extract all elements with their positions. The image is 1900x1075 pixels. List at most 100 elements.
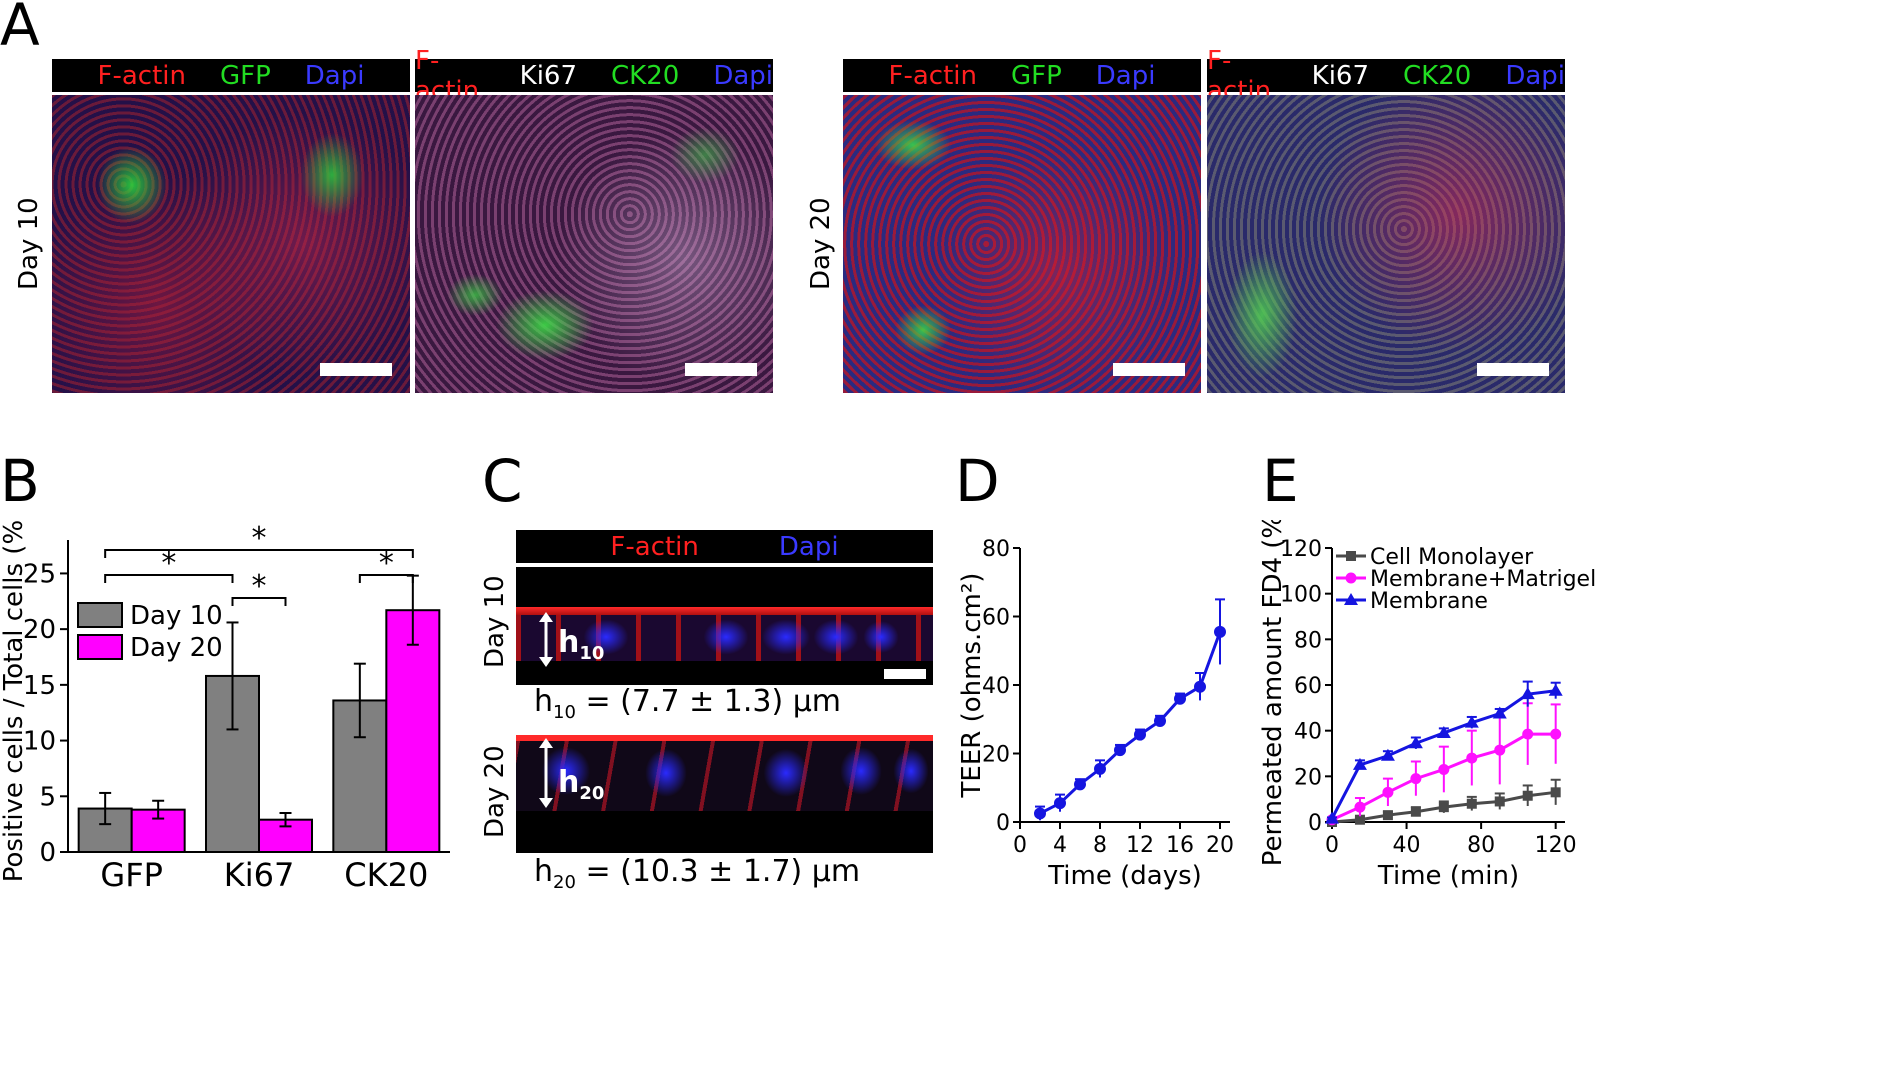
cross-section-day20 xyxy=(516,735,933,853)
legend-marker xyxy=(1346,551,1356,561)
x-axis-label: Time (min) xyxy=(1377,861,1519,891)
y-tick-label: 60 xyxy=(1294,674,1322,699)
panel-c-header: F-actin Dapi xyxy=(516,530,933,563)
significance-star: * xyxy=(252,521,267,556)
data-point xyxy=(1492,706,1507,719)
panel-e-line-chart: 0 20 40 60 80 100 120 0 40 80 120 Time (min) Permeat… xyxy=(1258,520,1596,891)
micrograph-day20-ki67 xyxy=(1207,95,1565,393)
y-axis-label: TEER (ohms.cm²) xyxy=(957,573,987,799)
y-tick-label: 60 xyxy=(982,606,1010,631)
x-tick-label: Ki67 xyxy=(224,856,295,894)
data-point xyxy=(1464,715,1479,728)
x-tick-label: 20 xyxy=(1206,833,1234,858)
channel-label-dapi: Dapi xyxy=(713,60,773,91)
panel-a-header-day20-gfp: F-actin GFP Dapi xyxy=(843,59,1201,92)
data-point xyxy=(1438,802,1449,813)
h20-marker-label: h20 xyxy=(558,765,605,804)
x-tick-label: 12 xyxy=(1126,833,1154,858)
x-tick-label: 0 xyxy=(1013,833,1027,858)
channel-label-ck20: CK20 xyxy=(611,60,680,91)
legend-label: Day 10 xyxy=(130,601,223,631)
data-point xyxy=(1550,787,1561,798)
data-point xyxy=(1114,744,1126,757)
series-line xyxy=(1039,631,1222,815)
y-tick-label: 0 xyxy=(996,811,1010,836)
data-point xyxy=(1438,763,1450,775)
data-point xyxy=(1522,790,1533,801)
bar xyxy=(385,609,441,853)
channel-label-f-actin: F-actin xyxy=(610,531,699,562)
channel-label-dapi: Dapi xyxy=(1505,60,1565,91)
legend-label: Membrane+Matrigel xyxy=(1370,567,1596,592)
data-point xyxy=(1352,757,1367,770)
data-point xyxy=(1194,680,1206,693)
row-label-day10: Day 10 xyxy=(14,197,44,290)
scale-bar xyxy=(1477,363,1549,376)
data-point xyxy=(1550,728,1562,740)
x-tick-label: 0 xyxy=(1325,833,1339,858)
data-point xyxy=(1410,773,1422,785)
micrograph-day10-ki67 xyxy=(415,95,773,393)
scale-bar xyxy=(685,363,757,376)
data-point xyxy=(1494,744,1506,756)
y-tick-label: 20 xyxy=(982,743,1010,768)
micrograph-day10-gfp xyxy=(52,95,410,393)
row-label-day20: Day 20 xyxy=(806,197,836,290)
panel-c-row-label-day10: Day 10 xyxy=(480,575,510,668)
y-axis-label: Permeated amount FD4 (%) xyxy=(1258,520,1288,866)
scale-bar xyxy=(884,669,926,679)
significance-star: * xyxy=(252,569,267,604)
panel-c-letter: C xyxy=(482,447,523,515)
channel-label-gfp: GFP xyxy=(1011,60,1062,91)
x-tick-label: 8 xyxy=(1093,833,1107,858)
data-point xyxy=(1134,728,1146,741)
significance-star: * xyxy=(379,546,394,581)
channel-label-ki67: Ki67 xyxy=(1311,60,1370,91)
panel-b-letter: B xyxy=(0,447,40,515)
data-point xyxy=(1054,797,1066,810)
significance-bracket xyxy=(104,549,414,558)
x-tick-label: CK20 xyxy=(344,856,428,894)
x-axis-label: Time (days) xyxy=(1047,861,1202,891)
legend-label: Day 20 xyxy=(130,633,223,663)
data-point xyxy=(1154,714,1166,727)
y-tick-label: 20 xyxy=(1294,765,1322,790)
significance-star: * xyxy=(161,546,176,581)
cross-section-day10 xyxy=(516,567,933,685)
channel-label-ki67: Ki67 xyxy=(519,60,578,91)
panel-a-header-day10-ki67: F-actin Ki67 CK20 Dapi xyxy=(415,46,773,106)
y-tick-label: 100 xyxy=(1280,583,1322,608)
caption-h20: h20 = (10.3 ± 1.7) µm xyxy=(534,854,861,893)
h10-marker-label: h10 xyxy=(558,625,605,664)
significance-bracket xyxy=(104,574,234,583)
y-tick-label: 0 xyxy=(1308,811,1322,836)
legend-label: Membrane xyxy=(1370,589,1488,614)
data-point xyxy=(1354,801,1366,813)
data-point xyxy=(1380,748,1395,761)
x-tick-label: 16 xyxy=(1166,833,1194,858)
x-tick-label: 4 xyxy=(1053,833,1067,858)
channel-label-f-actin: F-actin xyxy=(888,60,977,91)
data-point xyxy=(1034,807,1046,820)
data-point xyxy=(1074,778,1086,791)
significance-bracket xyxy=(358,574,414,583)
data-point xyxy=(1382,786,1394,798)
y-tick-label: 10 xyxy=(23,727,56,757)
channel-label-ck20: CK20 xyxy=(1403,60,1472,91)
panel-d-letter: D xyxy=(955,447,1000,515)
y-tick-label: 25 xyxy=(23,559,56,589)
data-point xyxy=(1382,810,1393,821)
y-tick-label: 80 xyxy=(982,537,1010,562)
legend-label: Cell Monolayer xyxy=(1370,545,1534,570)
y-tick-label: 120 xyxy=(1280,537,1322,562)
panel-e-letter: E xyxy=(1262,447,1299,515)
panel-a-header-day20-ki67: F-actin Ki67 CK20 Dapi xyxy=(1207,46,1565,106)
caption-h10: h10 = (7.7 ± 1.3) µm xyxy=(534,684,842,723)
micrograph-day20-gfp xyxy=(843,95,1201,393)
legend-swatch xyxy=(77,634,123,660)
legend-marker xyxy=(1344,593,1358,605)
panel-a-header-day10-gfp: F-actin GFP Dapi xyxy=(52,59,410,92)
channel-label-dapi: Dapi xyxy=(304,60,365,91)
channel-label-dapi: Dapi xyxy=(778,531,839,562)
